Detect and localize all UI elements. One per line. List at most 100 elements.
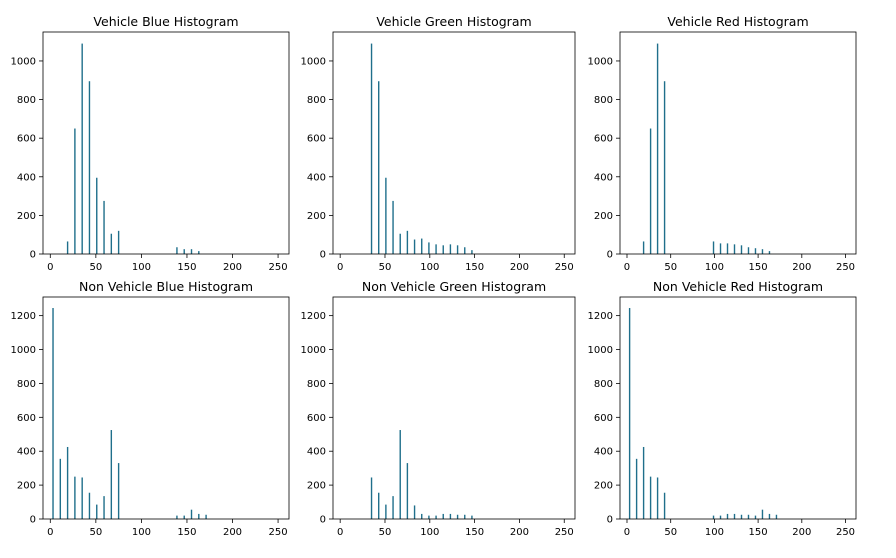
x-tick-label: 100 [705, 527, 724, 538]
x-tick-label: 250 [836, 262, 855, 273]
x-tick-label: 250 [555, 527, 574, 538]
histogram-bar [712, 515, 715, 519]
y-tick-label: 600 [594, 134, 613, 145]
y-tick-label: 400 [17, 447, 36, 458]
x-tick-label: 150 [177, 262, 196, 273]
y-tick-label: 600 [594, 413, 613, 424]
x-tick-label: 200 [223, 262, 242, 273]
y-tick-label: 200 [17, 211, 36, 222]
chart-title: Non Vehicle Red Histogram [653, 279, 823, 294]
histogram-bar [183, 249, 185, 254]
histogram-bar [406, 230, 409, 254]
subplot-non-vehicle-blue: Non Vehicle Blue Histogram 0 50 100 150 200 25… [11, 279, 290, 538]
x-tick-label: 250 [269, 262, 288, 273]
y-tick-label: 800 [17, 379, 36, 390]
y-tick-label: 1200 [11, 311, 36, 322]
histogram-bar [81, 477, 83, 519]
histogram-bar [370, 477, 373, 519]
histogram-bar [733, 244, 736, 254]
x-tick-label: 0 [624, 262, 630, 273]
y-tick-label: 800 [307, 379, 326, 390]
histogram-bar [656, 477, 659, 519]
histogram-bar [183, 515, 185, 519]
histogram-bar [642, 446, 645, 519]
y-tick-label: 400 [594, 447, 613, 458]
histogram-bar [649, 128, 652, 254]
histogram-bar [103, 496, 105, 519]
histogram-bar [456, 245, 459, 254]
y-tick-label: 0 [320, 515, 326, 526]
histogram-bar [392, 496, 394, 519]
x-tick-label: 0 [47, 527, 53, 538]
histogram-bar [471, 250, 473, 254]
y-tick-label: 0 [607, 515, 613, 526]
x-tick-label: 200 [510, 262, 529, 273]
chart-title: Vehicle Red Histogram [667, 14, 808, 29]
histogram-bar [442, 513, 444, 519]
histogram-bar [74, 476, 76, 519]
y-tick-label: 600 [17, 413, 36, 424]
histogram-bar [740, 245, 743, 254]
histogram-bar [471, 515, 473, 519]
chart-title: Non Vehicle Blue Histogram [79, 279, 253, 294]
histogram-bar [726, 243, 729, 254]
histogram-bar [74, 128, 76, 254]
histogram-bar [642, 241, 645, 254]
histogram-bar [117, 463, 120, 519]
axes-frame [619, 31, 857, 255]
y-tick-label: 1000 [301, 56, 326, 67]
histogram-bar [733, 513, 736, 519]
histogram-bar [399, 430, 401, 519]
histogram-bar [378, 81, 380, 254]
y-tick-label: 400 [307, 447, 326, 458]
x-tick-label: 200 [792, 527, 811, 538]
histogram-bar [768, 513, 771, 519]
x-tick-label: 250 [269, 527, 288, 538]
histogram-bar [88, 492, 91, 519]
axes-frame [332, 296, 576, 520]
histogram-bar [635, 458, 638, 519]
x-tick-label: 250 [836, 527, 855, 538]
subplot-vehicle-red: Vehicle Red Histogram 0 50 100 150 200 250 0 200… [588, 14, 857, 273]
y-tick-label: 200 [594, 481, 613, 492]
histogram-bar [66, 241, 69, 254]
histogram-bar [656, 43, 659, 254]
histogram-bar [449, 244, 452, 254]
histogram-bar [370, 43, 373, 254]
chart-title: Vehicle Green Histogram [376, 14, 531, 29]
histogram-bar [392, 200, 394, 254]
histogram-bar [435, 244, 437, 254]
histogram-bar [413, 239, 416, 254]
histogram-bar [435, 515, 437, 519]
x-tick-label: 50 [89, 262, 102, 273]
y-tick-label: 600 [17, 134, 36, 145]
histogram-bar [378, 492, 380, 519]
y-tick-label: 1000 [11, 56, 36, 67]
axes-frame [42, 296, 290, 520]
x-tick-label: 0 [337, 527, 343, 538]
histogram-bar [52, 308, 54, 519]
histogram-bar [59, 458, 62, 519]
y-tick-label: 1000 [588, 345, 613, 356]
histogram-bar [768, 251, 771, 254]
chart-title: Vehicle Blue Histogram [93, 14, 238, 29]
histogram-bar [428, 515, 430, 519]
histogram-bar [719, 515, 722, 519]
histogram-bar [413, 505, 416, 519]
histogram-bar [761, 509, 764, 519]
x-tick-label: 50 [379, 262, 392, 273]
y-tick-label: 0 [30, 515, 36, 526]
histogram-bar [754, 248, 757, 254]
histogram-bar [198, 513, 200, 519]
y-tick-label: 1200 [301, 311, 326, 322]
histogram-bar [96, 177, 98, 254]
y-tick-label: 600 [307, 413, 326, 424]
histogram-bar [663, 81, 666, 254]
y-tick-label: 800 [17, 95, 36, 106]
histogram-bar [628, 308, 631, 519]
histogram-bar [406, 463, 409, 519]
histogram-bar [421, 238, 423, 254]
x-tick-label: 150 [465, 527, 484, 538]
y-tick-label: 400 [307, 172, 326, 183]
y-tick-label: 800 [594, 379, 613, 390]
